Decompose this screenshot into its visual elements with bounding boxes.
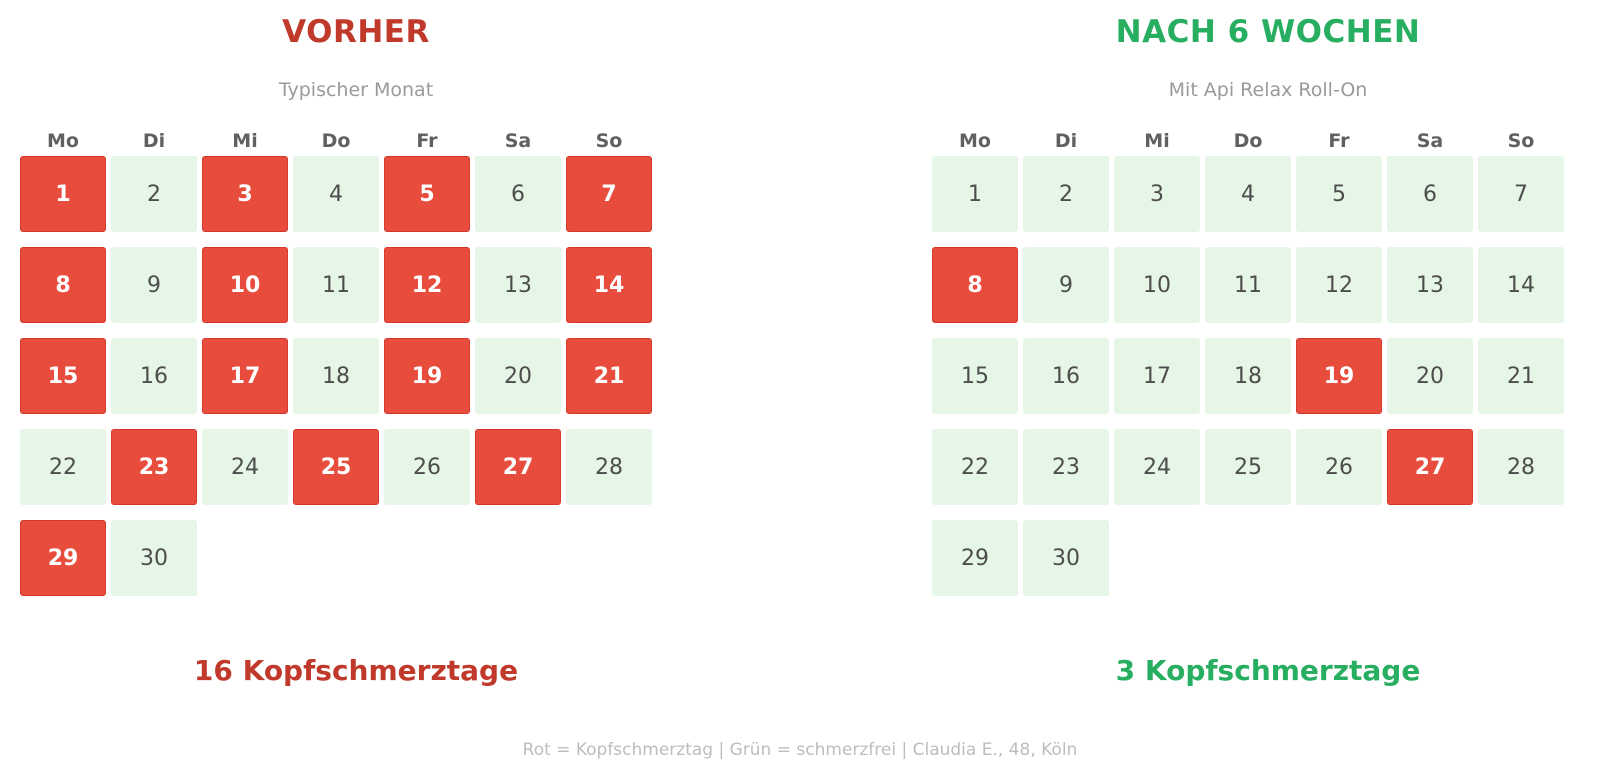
calendar-day-headache: 7 xyxy=(566,156,652,232)
before-subtitle: Typischer Monat xyxy=(278,79,434,101)
weekday-label: Mi xyxy=(1144,130,1170,152)
calendar-day-pain-free: 18 xyxy=(1205,338,1291,414)
calendar-day-pain-free: 28 xyxy=(566,429,652,505)
calendar-day-pain-free: 6 xyxy=(475,156,561,232)
calendar-day-pain-free: 30 xyxy=(1023,520,1109,596)
weekday-label: Mo xyxy=(47,130,79,152)
calendar-day-pain-free: 24 xyxy=(202,429,288,505)
calendar-day-pain-free: 11 xyxy=(293,247,379,323)
weekday-label: So xyxy=(1507,130,1535,152)
calendar-day-pain-free: 21 xyxy=(1478,338,1564,414)
calendar-day-pain-free: 26 xyxy=(1296,429,1382,505)
weekday-label: Do xyxy=(1233,130,1263,152)
calendar-day-pain-free: 6 xyxy=(1387,156,1473,232)
calendar-day-pain-free: 4 xyxy=(1205,156,1291,232)
calendar-day-headache: 14 xyxy=(566,247,652,323)
weekday-label: Fr xyxy=(416,130,438,152)
calendar-day-pain-free: 30 xyxy=(111,520,197,596)
calendar-day-pain-free: 9 xyxy=(111,247,197,323)
calendar-day-headache: 19 xyxy=(1296,338,1382,414)
calendar-day-pain-free: 29 xyxy=(932,520,1018,596)
calendar-day-headache: 3 xyxy=(202,156,288,232)
after-panel: NACH 6 WOCHEN Mit Api Relax Roll-On Mo Di… xyxy=(932,0,1600,700)
after-weekday-header: Mo Di Mi Do Fr Sa So xyxy=(932,130,1600,154)
calendar-day-pain-free: 16 xyxy=(1023,338,1109,414)
before-calendar-grid: 1 2 3 4 5 6 7 8 9 10 11 12 13 14 15 16 17 18 19 20 21 22 23 24 2… xyxy=(20,156,692,616)
calendar-day-headache: 25 xyxy=(293,429,379,505)
weekday-label: Mi xyxy=(232,130,258,152)
calendar-day-pain-free: 3 xyxy=(1114,156,1200,232)
calendar-day-pain-free: 9 xyxy=(1023,247,1109,323)
calendar-day-headache: 21 xyxy=(566,338,652,414)
calendar-day-pain-free: 2 xyxy=(1023,156,1109,232)
calendar-day-pain-free: 20 xyxy=(1387,338,1473,414)
weekday-label: Sa xyxy=(1416,130,1444,152)
calendar-day-headache: 27 xyxy=(475,429,561,505)
calendar-day-pain-free: 15 xyxy=(932,338,1018,414)
calendar-day-pain-free: 23 xyxy=(1023,429,1109,505)
calendar-day-pain-free: 22 xyxy=(932,429,1018,505)
calendar-day-headache: 23 xyxy=(111,429,197,505)
calendar-day-pain-free: 20 xyxy=(475,338,561,414)
after-summary: 3 Kopfschmerztage xyxy=(1115,654,1421,687)
calendar-day-pain-free: 2 xyxy=(111,156,197,232)
calendar-day-headache: 29 xyxy=(20,520,106,596)
calendar-day-headache: 17 xyxy=(202,338,288,414)
calendar-day-headache: 8 xyxy=(932,247,1018,323)
calendar-day-pain-free: 7 xyxy=(1478,156,1564,232)
calendar-day-pain-free: 10 xyxy=(1114,247,1200,323)
weekday-label: Di xyxy=(142,130,166,152)
calendar-day-pain-free: 1 xyxy=(932,156,1018,232)
before-weekday-header: Mo Di Mi Do Fr Sa So xyxy=(20,130,692,154)
before-summary: 16 Kopfschmerztage xyxy=(193,654,519,687)
calendar-day-pain-free: 28 xyxy=(1478,429,1564,505)
after-title: NACH 6 WOCHEN xyxy=(1115,14,1421,50)
calendar-day-pain-free: 16 xyxy=(111,338,197,414)
after-calendar-grid: 1 2 3 4 5 6 7 8 9 10 11 12 13 14 15 16 17 18 19 20 21 22 23 24 2… xyxy=(932,156,1600,616)
calendar-day-pain-free: 24 xyxy=(1114,429,1200,505)
calendar-day-headache: 19 xyxy=(384,338,470,414)
legend-footer: Rot = Kopfschmerztag | Grün = schmerzfre… xyxy=(522,740,1078,760)
calendar-day-pain-free: 25 xyxy=(1205,429,1291,505)
weekday-label: Di xyxy=(1054,130,1078,152)
calendar-day-pain-free: 4 xyxy=(293,156,379,232)
weekday-label: Mo xyxy=(959,130,991,152)
weekday-label: Sa xyxy=(504,130,532,152)
calendar-day-headache: 27 xyxy=(1387,429,1473,505)
calendar-day-pain-free: 18 xyxy=(293,338,379,414)
calendar-day-headache: 5 xyxy=(384,156,470,232)
calendar-day-headache: 10 xyxy=(202,247,288,323)
calendar-day-pain-free: 26 xyxy=(384,429,470,505)
calendar-day-pain-free: 13 xyxy=(475,247,561,323)
calendar-day-pain-free: 13 xyxy=(1387,247,1473,323)
after-subtitle: Mit Api Relax Roll-On xyxy=(1168,79,1368,101)
calendar-day-pain-free: 14 xyxy=(1478,247,1564,323)
weekday-label: Fr xyxy=(1328,130,1350,152)
calendar-day-pain-free: 11 xyxy=(1205,247,1291,323)
weekday-label: So xyxy=(595,130,623,152)
calendar-day-headache: 15 xyxy=(20,338,106,414)
calendar-day-headache: 1 xyxy=(20,156,106,232)
before-title: VORHER xyxy=(282,14,430,50)
weekday-label: Do xyxy=(321,130,351,152)
calendar-day-headache: 12 xyxy=(384,247,470,323)
calendar-day-pain-free: 17 xyxy=(1114,338,1200,414)
calendar-day-pain-free: 22 xyxy=(20,429,106,505)
calendar-day-pain-free: 5 xyxy=(1296,156,1382,232)
calendar-day-pain-free: 12 xyxy=(1296,247,1382,323)
calendar-day-headache: 8 xyxy=(20,247,106,323)
